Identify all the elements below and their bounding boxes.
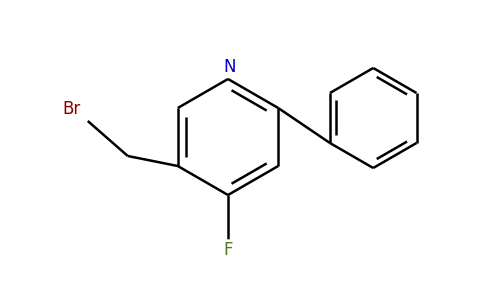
Text: N: N [224, 58, 236, 76]
Text: Br: Br [62, 100, 81, 118]
Text: F: F [223, 241, 233, 259]
